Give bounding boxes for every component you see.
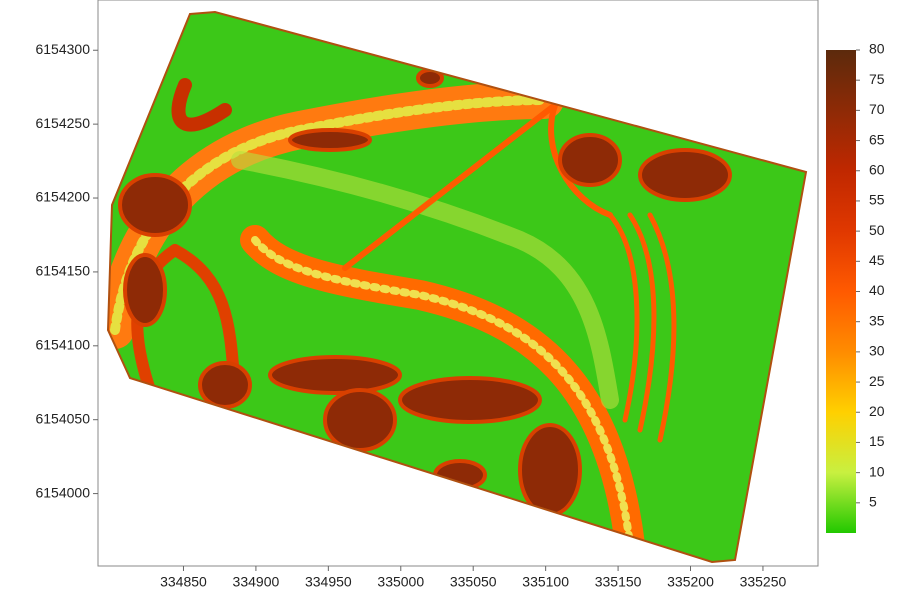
x-tick-label: 334900 (233, 574, 280, 590)
y-tick-label: 6154150 (35, 263, 90, 279)
colorbar-tick-label: 80 (869, 41, 885, 57)
colorbar-tick-label: 5 (869, 494, 877, 510)
colorbar-tick-label: 65 (869, 131, 885, 147)
colorbar-tick-label: 50 (869, 222, 885, 238)
y-tick-label: 6154050 (35, 410, 90, 426)
colorbar-tick-label: 70 (869, 101, 885, 117)
colorbar-tick-label: 25 (869, 373, 885, 389)
colorbar-tick-label: 75 (869, 71, 885, 87)
y-tick-label: 6154300 (35, 41, 90, 57)
x-tick-label: 335150 (595, 574, 642, 590)
y-tick-label: 6154000 (35, 484, 90, 500)
x-tick-label: 335200 (667, 574, 714, 590)
colorbar-tick-label: 40 (869, 282, 885, 298)
colorbar-tick-label: 30 (869, 343, 885, 359)
x-tick-label: 334950 (305, 574, 352, 590)
y-tick-label: 6154250 (35, 115, 90, 131)
map-figure: 334850 334900 334950 335000 335050 335100 3351… (0, 0, 902, 596)
colorbar-tick-label: 45 (869, 252, 885, 268)
x-tick-label: 334850 (160, 574, 207, 590)
x-tick-label: 335250 (740, 574, 787, 590)
colorbar (826, 50, 856, 533)
x-tick-label: 335100 (522, 574, 569, 590)
y-tick-label: 6154100 (35, 337, 90, 353)
x-tick-label: 335000 (377, 574, 424, 590)
colorbar-tick-label: 60 (869, 161, 885, 177)
y-tick-label: 6154200 (35, 189, 90, 205)
colorbar-tick-label: 15 (869, 433, 885, 449)
colorbar-tick-label: 10 (869, 463, 885, 479)
colorbar-tick-label: 20 (869, 403, 885, 419)
x-tick-label: 335050 (450, 574, 497, 590)
colorbar-tick-label: 55 (869, 192, 885, 208)
colorbar-tick-label: 35 (869, 312, 885, 328)
